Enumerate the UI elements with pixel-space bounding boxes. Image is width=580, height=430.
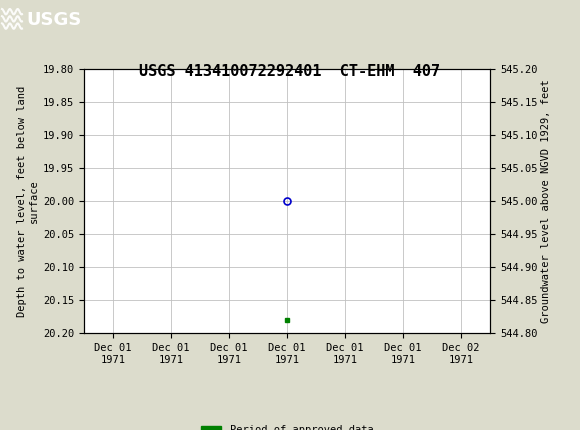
Text: USGS: USGS [26, 11, 81, 29]
Legend: Period of approved data: Period of approved data [197, 421, 378, 430]
Text: USGS 413410072292401  CT-EHM  407: USGS 413410072292401 CT-EHM 407 [139, 64, 441, 80]
Y-axis label: Groundwater level above NGVD 1929, feet: Groundwater level above NGVD 1929, feet [542, 79, 552, 323]
Y-axis label: Depth to water level, feet below land
surface: Depth to water level, feet below land su… [17, 86, 39, 316]
